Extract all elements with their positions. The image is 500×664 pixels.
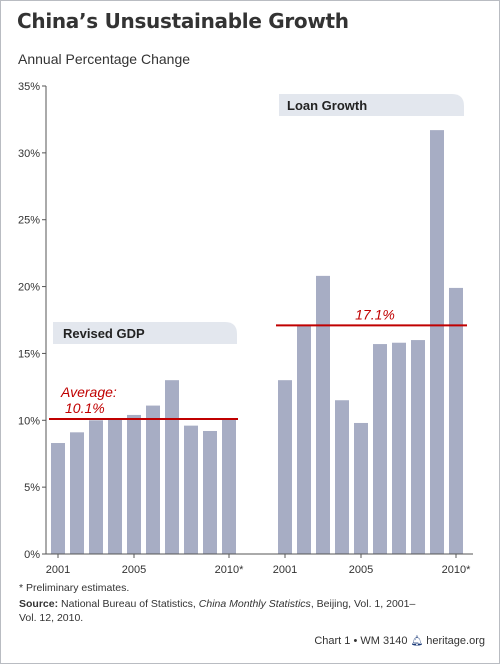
bar-loan-2010: [449, 287, 463, 554]
x-tick-label: 2001: [273, 564, 297, 576]
bar-gdp-2001: [51, 443, 65, 554]
bar-loan-2009: [430, 130, 444, 554]
y-tick-label: 30%: [18, 148, 40, 160]
bar-loan-2008: [411, 340, 425, 554]
chart-title: China’s Unsustainable Growth: [17, 9, 349, 33]
chart-credit: Chart 1 • WM 3140 🔔︎ heritage.org: [314, 635, 485, 647]
bar-gdp-2002: [70, 432, 84, 554]
average-lines: Average:10.1% 17.1%: [49, 306, 467, 420]
source-publication: China Monthly Statistics: [198, 598, 311, 610]
group-label-loan: Loan Growth: [287, 98, 367, 113]
y-tick-label: 10%: [18, 415, 40, 427]
bar-loan-2005: [354, 422, 368, 554]
y-tick-label: 0%: [24, 549, 40, 561]
bar-gdp-2008: [184, 425, 198, 554]
bar-loan-2006: [373, 344, 387, 554]
source-label: Source:: [19, 598, 59, 610]
x-tick-label: 2005: [122, 564, 146, 576]
bar-loan-2003: [316, 275, 330, 554]
average-annotation-gdp: Average:: [60, 384, 117, 400]
average-annotation-loan: 17.1%: [355, 306, 395, 322]
bar-loan-2004: [335, 400, 349, 554]
bar-loan-2001: [278, 380, 292, 554]
source-text-2: , Beijing, Vol. 1, 2001–: [310, 598, 416, 610]
group-labels: Revised GDP Loan Growth: [53, 94, 464, 344]
y-axis: 0% 5% 10% 15% 20% 25% 30% 35%: [18, 81, 47, 561]
y-tick-label: 15%: [18, 348, 40, 360]
y-tick-label: 20%: [18, 282, 40, 294]
x-axis: 2001 2005 2010* 2001 2005 2010*: [46, 553, 473, 576]
bar-loan-2002: [297, 325, 311, 554]
average-annotation-gdp-value: 10.1%: [65, 400, 105, 416]
x-tick-label: 2010*: [215, 564, 244, 576]
bar-loan-2007: [392, 342, 406, 554]
y-tick-label: 25%: [18, 215, 40, 227]
bars: [51, 130, 463, 554]
source-text-1: National Bureau of Statistics,: [61, 598, 196, 610]
source-note: Source: National Bureau of Statistics, C…: [19, 597, 469, 625]
chart-id: Chart 1 • WM 3140: [314, 635, 408, 647]
group-label-tab: [53, 322, 237, 344]
bar-gdp-2005: [127, 414, 141, 554]
site-link[interactable]: heritage.org: [426, 635, 485, 647]
footnote: * Preliminary estimates.: [19, 582, 130, 594]
bar-gdp-2004: [108, 418, 122, 554]
heritage-bell-icon: 🔔︎: [410, 636, 424, 647]
bar-gdp-2007: [165, 380, 179, 554]
x-tick-label: 2010*: [442, 564, 471, 576]
x-tick-label: 2001: [46, 564, 70, 576]
bar-chart: 0% 5% 10% 15% 20% 25% 30% 35% Revised GDP Loan G…: [18, 81, 473, 576]
group-label-tab: [279, 94, 464, 116]
chart-subtitle: Annual Percentage Change: [18, 51, 191, 67]
bar-gdp-2010: [222, 418, 236, 554]
source-text-3: Vol. 12, 2010.: [19, 612, 84, 624]
bar-gdp-2009: [203, 430, 217, 554]
y-tick-label: 35%: [18, 81, 40, 93]
y-tick-label: 5%: [24, 482, 40, 494]
bar-gdp-2003: [89, 420, 103, 554]
group-label-gdp: Revised GDP: [63, 326, 145, 341]
x-tick-label: 2005: [349, 564, 373, 576]
bar-gdp-2006: [146, 405, 160, 554]
